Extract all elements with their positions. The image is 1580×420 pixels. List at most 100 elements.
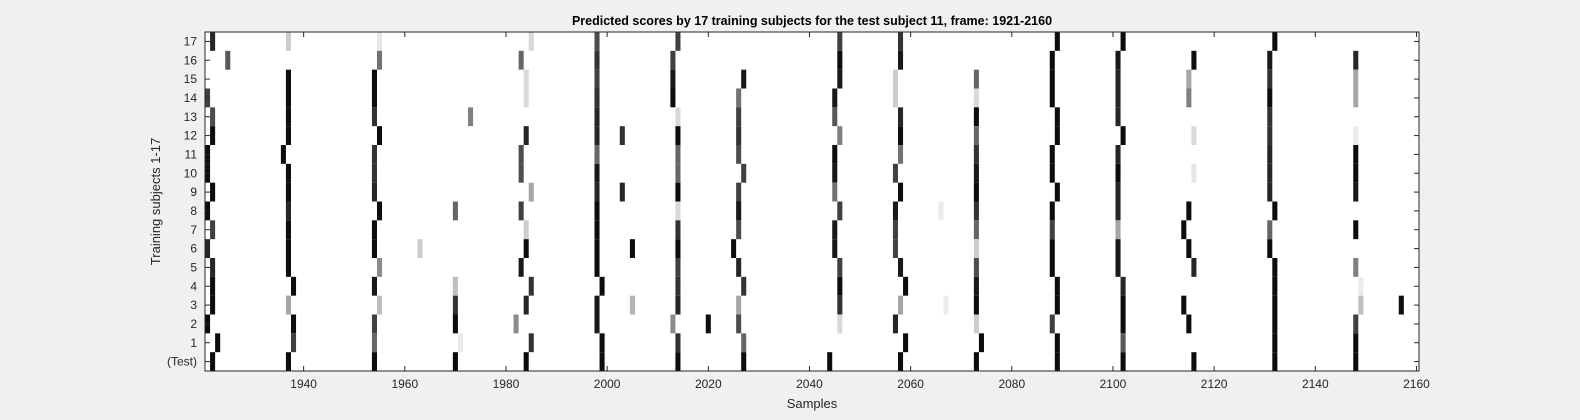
heatmap-cell <box>528 182 534 202</box>
heatmap-cell <box>1353 314 1359 334</box>
heatmap-cell <box>731 239 737 258</box>
heatmap-cell <box>1267 107 1273 127</box>
heatmap-cell <box>741 352 747 371</box>
heatmap-cell <box>371 145 377 164</box>
heatmap-cell <box>285 32 291 51</box>
y-tick-label: 1 <box>190 336 197 350</box>
x-tick-label: 2140 <box>1302 377 1329 391</box>
heatmap-cell <box>290 276 297 296</box>
heatmap-cell <box>285 163 291 183</box>
heatmap-cell <box>285 107 291 127</box>
heatmap-cell <box>594 126 600 145</box>
heatmap-cell <box>1353 88 1359 108</box>
heatmap-cell <box>1049 145 1055 164</box>
heatmap-cell <box>973 107 979 127</box>
heatmap-cell <box>1049 50 1055 70</box>
heatmap-cell <box>1049 201 1055 221</box>
heatmap-cell <box>1115 88 1121 108</box>
heatmap-cell <box>675 107 681 127</box>
heatmap-cell <box>892 88 898 108</box>
x-tick-label: 2060 <box>897 377 924 391</box>
heatmap-cell <box>1049 69 1055 89</box>
heatmap-cell <box>210 182 216 202</box>
heatmap-cell <box>523 239 529 258</box>
heatmap-cell <box>1054 352 1060 371</box>
heatmap-cell <box>290 314 297 334</box>
y-tick-label: 7 <box>190 223 197 237</box>
heatmap-cell <box>594 88 600 108</box>
heatmap-cell <box>1272 295 1278 315</box>
heatmap-cell <box>210 107 216 127</box>
heatmap-cell <box>973 126 979 145</box>
heatmap-cell <box>1186 201 1192 221</box>
heatmap-cell <box>1267 126 1273 145</box>
heatmap-cell <box>1272 333 1278 353</box>
plot-area <box>205 32 1419 371</box>
heatmap-cell <box>675 145 681 164</box>
heatmap-cell <box>741 276 747 296</box>
heatmap-cell <box>518 145 524 164</box>
heatmap-cell <box>452 276 458 296</box>
heatmap-cell <box>599 276 605 296</box>
heatmap-cell <box>210 220 216 240</box>
heatmap-cell <box>736 295 742 315</box>
heatmap-cell <box>210 258 216 277</box>
heatmap-cell <box>837 32 843 51</box>
heatmap-cell <box>594 258 600 277</box>
heatmap-cell <box>973 163 979 183</box>
heatmap-cell <box>1120 314 1126 334</box>
heatmap-cell <box>973 88 979 108</box>
heatmap-cell <box>371 220 377 240</box>
heatmap-cell <box>736 126 742 145</box>
heatmap-cell <box>1267 163 1273 183</box>
heatmap-cell <box>523 88 529 108</box>
heatmap-cell <box>1267 239 1273 258</box>
heatmap-cell <box>943 295 949 315</box>
heatmap-cell <box>897 126 904 145</box>
heatmap-cell <box>210 295 216 315</box>
heatmap-cell <box>892 220 898 240</box>
heatmap-cell <box>670 88 676 108</box>
heatmap-cell <box>670 314 676 334</box>
heatmap-cell <box>832 107 838 127</box>
heatmap-cell <box>1115 201 1121 221</box>
heatmap-cell <box>210 126 216 145</box>
heatmap-cell <box>452 314 458 334</box>
heatmap-cell <box>210 352 216 371</box>
heatmap-cell <box>371 276 377 296</box>
heatmap-cell <box>629 239 635 258</box>
heatmap-cell <box>1049 314 1055 334</box>
heatmap-cell <box>675 32 681 51</box>
heatmap-cell <box>1115 163 1121 183</box>
heatmap-cell <box>670 50 676 70</box>
heatmap-cell <box>1054 32 1060 51</box>
heatmap-cell <box>1115 145 1121 164</box>
heatmap-cell <box>285 239 291 258</box>
heatmap-cell <box>619 182 625 202</box>
heatmap-cell <box>736 220 742 240</box>
x-axis-ticks: 1940 1960 1980 2000 2020 2040 2060 2080 2100 2120… <box>290 32 1430 391</box>
heatmap-cell <box>892 163 898 183</box>
heatmap-cell <box>973 220 979 240</box>
heatmap-cell <box>837 50 843 70</box>
heatmap-cell <box>594 295 600 315</box>
heatmap-cell <box>892 201 898 221</box>
heatmap-cell <box>528 32 534 51</box>
heatmap-cell <box>973 182 979 202</box>
heatmap-cell <box>594 314 600 334</box>
heatmap-cell <box>1054 182 1060 202</box>
heatmap-cell <box>285 69 291 89</box>
heatmap-cell <box>1191 258 1197 277</box>
heatmap-cell <box>973 69 979 89</box>
heatmap-cell <box>903 333 909 353</box>
heatmap-cell <box>1120 295 1126 315</box>
heatmap-cell <box>1267 182 1273 202</box>
heatmap-cell <box>371 182 377 202</box>
heatmap-cell <box>518 258 524 277</box>
heatmap-cell <box>897 258 904 277</box>
heatmap-cell <box>897 50 904 70</box>
heatmap-cell <box>1049 88 1055 108</box>
heatmap-cell <box>837 295 843 315</box>
heatmap-cell <box>1049 258 1055 277</box>
